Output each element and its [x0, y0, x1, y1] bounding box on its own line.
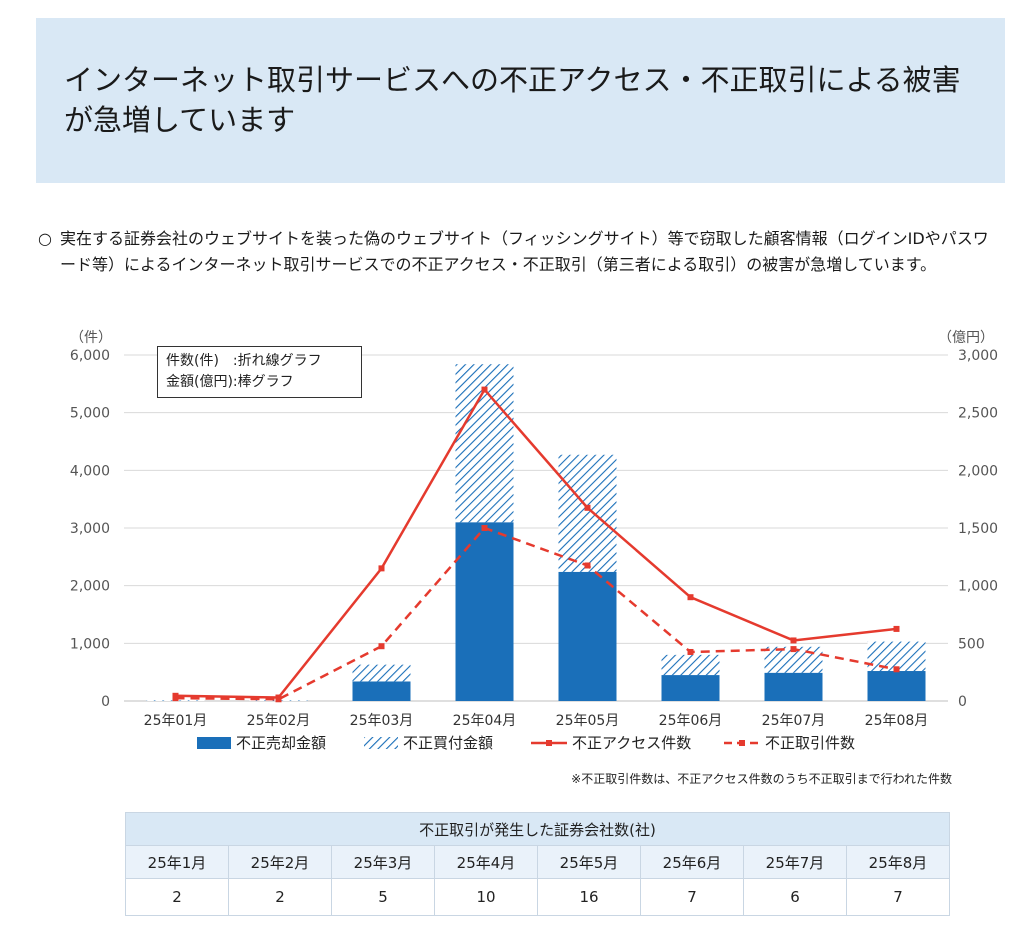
unauthorized-access-count-line-point [687, 594, 694, 601]
bar-sale-amount [867, 671, 926, 701]
company-count-table: 不正取引が発生した証券会社数(社) 25年1月 25年2月 25年3月 25年4月 25… [125, 812, 950, 916]
table-header-1: 25年1月 [125, 845, 229, 879]
x-tick-label: 25年02月 [247, 713, 311, 729]
unauthorized-access-count-line-point [584, 504, 591, 511]
left-axis-unit: （件） [70, 330, 112, 346]
table-header-6: 25年6月 [640, 845, 744, 879]
fraud-trade-count-line-point [481, 525, 488, 531]
fraud-trade-count-line-point [687, 648, 694, 655]
fraud-trade-count-line-point [893, 666, 900, 673]
left-tick-label: 2,000 [70, 579, 110, 595]
legend-swatch-access-point [546, 740, 552, 746]
x-tick-label: 25年07月 [762, 713, 826, 729]
title-banner: インターネット取引サービスへの不正アクセス・不正取引による被害が急増しています [36, 18, 1005, 183]
x-tick-label: 25年01月 [144, 713, 208, 729]
left-tick-label: 6,000 [70, 348, 110, 364]
page-title: インターネット取引サービスへの不正アクセス・不正取引による被害が急増しています [64, 63, 961, 137]
fraud-chart: 0 0 1,000 500 2,000 1,000 3,000 1,500 4,000 2,000… [70, 330, 998, 752]
table-header-4: 25年4月 [434, 845, 538, 879]
bar-purchase-amount [661, 654, 720, 676]
right-tick-label: 2,500 [958, 406, 998, 422]
intro-text: 実在する証券会社のウェブサイトを装った偽のウェブサイト（フィッシングサイト）等で… [60, 229, 989, 274]
footnote: ※不正取引件数は、不正アクセス件数のうち不正取引まで行われた件数 [571, 772, 952, 786]
table-value-8: 7 [846, 878, 950, 916]
bar-sale-amount [558, 571, 617, 701]
legend-swatch-sale [197, 737, 231, 749]
legend-swatch-purchase [364, 737, 398, 749]
unauthorized-access-count-line [175, 387, 897, 699]
x-tick-label: 25年03月 [350, 713, 414, 729]
x-tick-label: 25年08月 [865, 713, 929, 729]
table-value-1: 2 [125, 878, 229, 916]
table-caption: 不正取引が発生した証券会社数(社) [125, 812, 950, 846]
table-header-8: 25年8月 [846, 845, 950, 879]
intro-paragraph: ○ 実在する証券会社のウェブサイトを装った偽のウェブサイト（フィッシングサイト）… [38, 226, 998, 278]
unauthorized-access-count-line-point [893, 625, 900, 632]
table-header-3: 25年3月 [331, 845, 435, 879]
left-tick-label: 5,000 [70, 406, 110, 422]
fraud-trade-count-line [175, 526, 897, 701]
fraud-trade-count-line-point [584, 562, 591, 569]
right-axis-unit: （億円） [938, 330, 994, 346]
left-tick-label: 3,000 [70, 521, 110, 537]
bar-sale-amount [352, 681, 411, 701]
left-tick-label: 0 [101, 694, 110, 710]
table-header-5: 25年5月 [537, 845, 641, 879]
legend-swatch-trade-point [739, 740, 745, 746]
table-value-2: 2 [228, 878, 332, 916]
right-tick-label: 500 [958, 636, 985, 652]
chart-type-legend: 件数(件) :折れ線グラフ 金額(億円):棒グラフ [157, 346, 362, 398]
legend-label-sale: 不正売却金額 [236, 734, 326, 752]
right-tick-label: 0 [958, 694, 967, 710]
right-tick-label: 2,000 [958, 463, 998, 479]
fraud-trade-count-line-point [378, 643, 385, 650]
right-tick-label: 1,500 [958, 521, 998, 537]
fraud-trade-count-line-point [172, 695, 179, 702]
table-value-3: 5 [331, 878, 435, 916]
table-header-2: 25年2月 [228, 845, 332, 879]
unauthorized-access-count-line-point [481, 386, 488, 393]
unauthorized-access-count-line-point [378, 565, 385, 572]
right-tick-label: 1,000 [958, 579, 998, 595]
legend-label-access: 不正アクセス件数 [572, 734, 691, 752]
table-header-7: 25年7月 [743, 845, 847, 879]
fraud-trade-count-line-point [275, 696, 282, 703]
bar-purchase-amount [352, 664, 411, 682]
bar-purchase-amount [558, 454, 617, 572]
x-tick-label: 25年05月 [556, 713, 620, 729]
table-value-5: 16 [537, 878, 641, 916]
bar-sale-amount [764, 672, 823, 701]
bar-sale-amount [455, 522, 514, 701]
right-tick-label: 3,000 [958, 348, 998, 364]
left-tick-label: 4,000 [70, 463, 110, 479]
table-value-6: 7 [640, 878, 744, 916]
bar-sale-amount [661, 675, 720, 701]
x-tick-label: 25年04月 [453, 713, 517, 729]
unauthorized-access-count-line-point [790, 637, 797, 644]
legend-label-trade: 不正取引件数 [765, 734, 855, 752]
table-value-4: 10 [434, 878, 538, 916]
left-tick-label: 1,000 [70, 636, 110, 652]
x-tick-label: 25年06月 [659, 713, 723, 729]
legend-label-purchase: 不正買付金額 [403, 734, 493, 752]
bullet-mark: ○ [38, 229, 52, 248]
legend-amount-line: 金額(億円):棒グラフ [166, 374, 294, 390]
legend-count-line: 件数(件) :折れ線グラフ [166, 353, 322, 369]
table-value-7: 6 [743, 878, 847, 916]
fraud-trade-count-line-point [790, 646, 797, 653]
bar-purchase-amount [867, 641, 926, 672]
